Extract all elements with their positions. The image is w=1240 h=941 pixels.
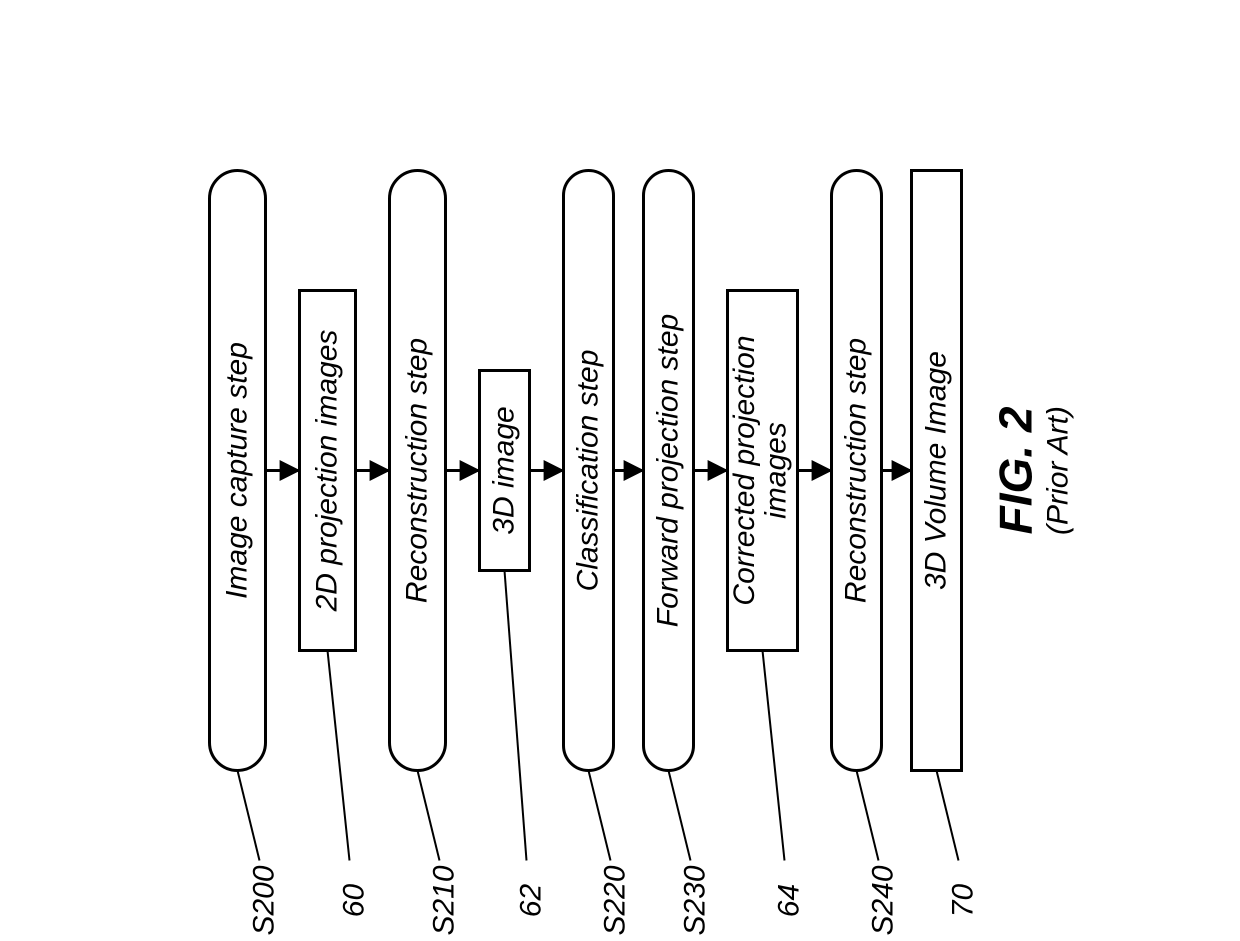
flow-node-label-s200: Image capture step: [220, 342, 253, 599]
leader-line-n62: [505, 571, 527, 861]
flow-node-label-n70: 3D Volume Image: [919, 351, 952, 590]
ref-label-s240: S240: [866, 865, 899, 935]
ref-label-s200: S200: [247, 865, 280, 935]
ref-label-n62: 62: [514, 884, 547, 918]
ref-label-s220: S220: [598, 865, 631, 935]
flow-node-label-n64: Corrected projectionimages: [728, 335, 793, 605]
ref-label-s210: S210: [427, 865, 460, 935]
figure-caption-sub: (Prior Art): [1041, 406, 1074, 535]
ref-label-n64: 64: [772, 884, 805, 917]
leader-line-s230: [669, 771, 691, 861]
flow-node-label-n60: 2D projection images: [310, 330, 343, 613]
leader-line-s240: [857, 771, 879, 861]
flow-node-label-s220: Classification step: [571, 350, 604, 592]
ref-label-s230: S230: [678, 865, 711, 935]
flow-node-label-s230: Forward projection step: [651, 314, 684, 627]
ref-label-n70: 70: [946, 884, 979, 918]
ref-label-n60: 60: [337, 884, 370, 918]
flow-node-label-n62: 3D image: [487, 406, 520, 534]
leader-line-s220: [589, 771, 611, 861]
leader-line-n64: [763, 651, 785, 861]
leader-line-n70: [937, 771, 959, 861]
flow-node-label-s240: Reconstruction step: [839, 338, 872, 603]
leader-line-s210: [418, 771, 440, 861]
figure-caption-main: FIG. 2: [990, 406, 1042, 534]
leader-line-s200: [238, 771, 260, 861]
flow-node-label-s210: Reconstruction step: [400, 338, 433, 603]
leader-line-n60: [328, 651, 350, 861]
